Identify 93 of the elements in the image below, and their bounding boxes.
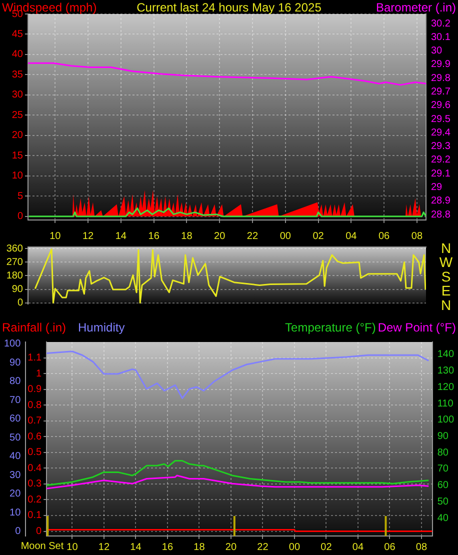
x-tick-label: 18 [194, 542, 206, 553]
x-tick-label: 08 [416, 542, 428, 553]
y2-tick-label: 100 [437, 414, 454, 426]
text: E [441, 282, 451, 299]
text: N [440, 240, 452, 256]
y2-tick-label: 70 [437, 464, 449, 475]
y-tick-label: 0.4 [28, 462, 42, 474]
y2-tick-label: 30 [431, 46, 443, 57]
y2-tick-label: 60 [437, 480, 449, 492]
y2-tick-label: 29.8 [431, 72, 451, 84]
y-tick-label: 0.1 [28, 510, 42, 522]
y-tick-label: 20 [12, 130, 24, 142]
y2-tick-label: 140 [437, 349, 454, 360]
y2-tick-label: 29.7 [431, 86, 451, 98]
y-tick-label: 0.6 [28, 431, 42, 442]
x-tick-label: 12 [98, 542, 110, 553]
text: Rainfall (.in) [2, 320, 66, 334]
y-tick-label: 1.1 [28, 352, 42, 364]
y-tick-label: 0 [17, 211, 24, 222]
y-tick-label: 0.2 [28, 494, 42, 506]
x-tick-label: 10 [66, 542, 78, 553]
text: Dew Point (°F) [378, 320, 456, 334]
x-tick-label: 22 [257, 542, 269, 553]
y2-tick-label: 29.4 [431, 127, 451, 138]
y2-tick-label: 29.2 [431, 154, 451, 166]
x-tick-label: 14 [115, 230, 127, 242]
x-tick-label: 02 [320, 542, 332, 553]
y-tick-label: 1 [36, 368, 42, 380]
y3-tick-label: 70 [10, 394, 22, 406]
x-tick-label: 04 [352, 542, 364, 553]
x-tick-label: 08 [411, 230, 423, 242]
x-tick-label: 02 [312, 230, 324, 242]
y-tick-label: 90 [12, 284, 24, 296]
x-tick-label: 18 [181, 230, 193, 242]
x-tick-label: 04 [346, 230, 358, 242]
x-tick-label: 20 [225, 542, 237, 553]
y-tick-label: 0 [36, 526, 42, 538]
x-tick-label: 10 [50, 230, 62, 242]
y-tick-label: 180 [6, 270, 24, 282]
y-tick-label: 40 [12, 49, 24, 60]
ref-line-label: Moon Set [20, 540, 64, 552]
x-tick-label: 06 [384, 542, 396, 553]
y2-tick-label: 90 [437, 430, 449, 442]
x-tick-label: 22 [246, 230, 258, 242]
text: S [441, 268, 451, 284]
y2-tick-label: 28.9 [431, 196, 451, 207]
y-tick-label: 0 [17, 298, 24, 309]
y-tick-label: 35 [12, 69, 24, 80]
text: N [440, 296, 452, 313]
y-tick-label: 5 [17, 190, 24, 202]
y2-tick-label: 29.3 [431, 141, 451, 152]
y-tick-label: 0.8 [28, 400, 42, 411]
y3-tick-label: 60 [10, 414, 22, 425]
x-tick-label: 16 [162, 542, 174, 553]
text: Barometer (.in) [376, 0, 456, 14]
x-tick-label: 00 [288, 542, 300, 553]
x-tick-label: 14 [130, 542, 142, 553]
y-tick-label: 0.9 [28, 384, 42, 396]
chart-title: Current last 24 hours May 16 2025 [136, 0, 322, 14]
y2-tick-label: 120 [437, 382, 454, 393]
y-tick-label: 0.5 [28, 447, 42, 458]
y2-tick-label: 29.9 [431, 59, 451, 70]
x-tick-label: 20 [214, 230, 226, 242]
y2-tick-label: 110 [437, 398, 454, 410]
y-tick-label: 30 [12, 90, 24, 101]
y2-tick-label: 130 [437, 366, 454, 377]
y2-tick-label: 30.1 [431, 32, 451, 43]
y2-tick-label: 80 [437, 447, 449, 458]
series-label: Humidity [78, 320, 125, 334]
y2-tick-label: 28.8 [431, 209, 451, 220]
text: W [439, 254, 454, 270]
y-tick-label: 270 [6, 256, 24, 268]
y-tick-label: 45 [12, 28, 24, 40]
x-tick-label: 12 [82, 230, 94, 242]
y-tick-label: 25 [12, 110, 24, 121]
y-tick-label: 0.3 [28, 478, 42, 490]
y2-tick-label: 29.6 [431, 100, 451, 112]
y-tick-label: 15 [12, 150, 24, 162]
y2-tick-label: 30.2 [431, 18, 451, 30]
y2-tick-label: 50 [437, 496, 449, 508]
x-tick-label: 06 [378, 230, 390, 242]
text: Temperature (°F) [285, 320, 376, 334]
y-tick-label: 10 [12, 170, 24, 182]
y3-tick-label: 100 [4, 338, 22, 350]
y2-tick-label: 29 [431, 182, 443, 194]
y2-tick-label: 40 [437, 512, 449, 524]
y-tick-label: 0.7 [28, 416, 42, 427]
y3-tick-label: 80 [10, 376, 22, 388]
x-tick-label: 16 [148, 230, 160, 242]
y2-tick-label: 29.1 [431, 168, 451, 180]
y-tick-label: 360 [6, 243, 24, 254]
x-tick-label: 00 [280, 230, 292, 242]
y2-tick-label: 29.5 [431, 114, 451, 125]
